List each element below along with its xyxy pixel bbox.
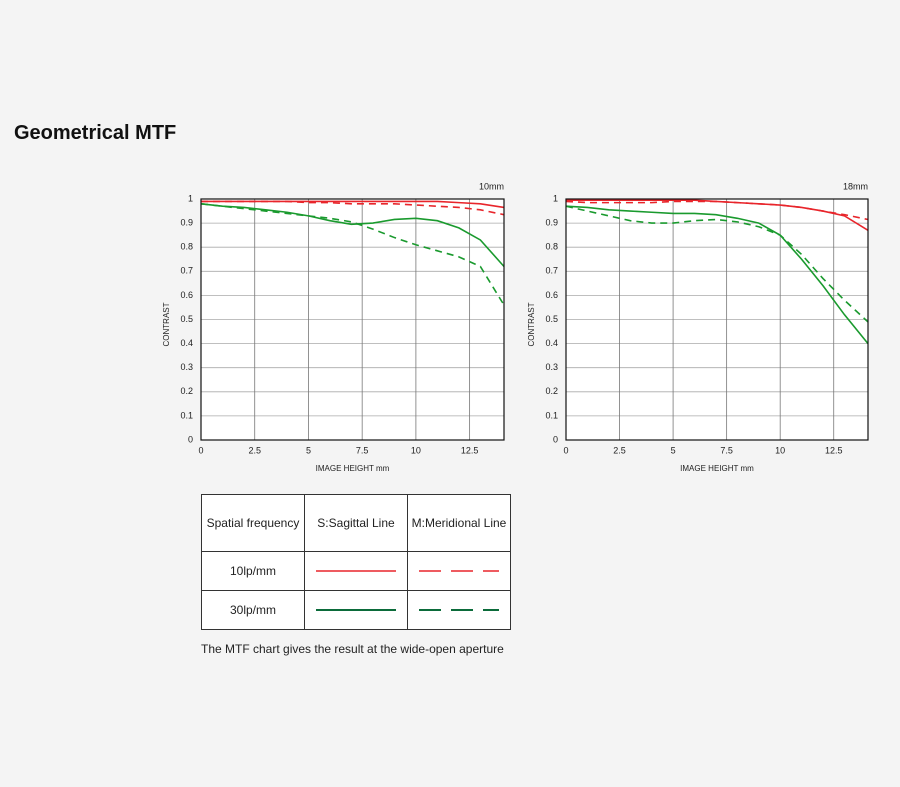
line-sample xyxy=(407,551,511,591)
header-cell: S:Sagittal Line xyxy=(304,494,408,552)
page-title: Geometrical MTF xyxy=(14,122,177,144)
x-tick-label: 5 xyxy=(671,445,676,455)
header-cell: Spatial frequency xyxy=(201,494,305,552)
y-tick-label: 0 xyxy=(188,434,193,444)
y-tick-label: 0.6 xyxy=(545,290,558,300)
y-tick-label: 0.9 xyxy=(180,217,193,227)
y-tick-label: 0 xyxy=(553,434,558,444)
y-tick-label: 0.5 xyxy=(180,314,193,324)
series-line xyxy=(200,203,505,306)
y-tick-label: 0.3 xyxy=(180,362,193,372)
x-tick-label: 0 xyxy=(198,445,203,455)
y-axis-label: CONTRAST xyxy=(162,302,171,346)
y-tick-label: 1 xyxy=(553,193,558,203)
y-tick-label: 0.2 xyxy=(545,386,558,396)
series-line xyxy=(200,203,505,268)
row-label: 30lp/mm xyxy=(201,590,305,630)
y-tick-label: 0.1 xyxy=(180,410,193,420)
x-tick-label: 10 xyxy=(775,445,785,455)
legend-table: Spatial frequency S:Sagittal Line M:Meri… xyxy=(201,494,511,630)
y-tick-label: 0.4 xyxy=(545,338,558,348)
x-tick-label: 10 xyxy=(411,445,421,455)
y-tick-label: 0.7 xyxy=(545,266,558,276)
x-tick-label: 2.5 xyxy=(248,445,261,455)
y-tick-label: 0.1 xyxy=(545,410,558,420)
x-axis-label: IMAGE HEIGHT mm xyxy=(680,464,754,473)
y-tick-label: 0.3 xyxy=(545,362,558,372)
y-tick-label: 0.7 xyxy=(180,266,193,276)
x-tick-label: 2.5 xyxy=(613,445,626,455)
x-tick-label: 0 xyxy=(563,445,568,455)
y-tick-label: 0.5 xyxy=(545,314,558,324)
series-line xyxy=(565,205,869,323)
x-tick-label: 5 xyxy=(306,445,311,455)
y-tick-label: 0.8 xyxy=(180,242,193,252)
x-axis-label: IMAGE HEIGHT mm xyxy=(316,464,390,473)
x-tick-label: 12.5 xyxy=(461,445,479,455)
line-sample xyxy=(304,590,408,630)
y-axis-label: CONTRAST xyxy=(527,302,536,346)
series-line xyxy=(565,205,869,345)
y-tick-label: 1 xyxy=(188,193,193,203)
y-tick-label: 0.9 xyxy=(545,217,558,227)
y-tick-label: 0.4 xyxy=(180,338,193,348)
line-sample xyxy=(304,551,408,591)
x-tick-label: 7.5 xyxy=(720,445,733,455)
x-tick-label: 12.5 xyxy=(825,445,843,455)
row-label: 10lp/mm xyxy=(201,551,305,591)
y-tick-label: 0.8 xyxy=(545,242,558,252)
plot-frame xyxy=(565,198,869,441)
series-line xyxy=(201,200,505,216)
chart-title: 18mm xyxy=(843,181,868,191)
line-sample xyxy=(407,590,511,630)
x-tick-label: 7.5 xyxy=(356,445,369,455)
header-cell: M:Meridional Line xyxy=(407,494,511,552)
chart-title: 10mm xyxy=(479,181,504,191)
y-tick-label: 0.2 xyxy=(180,386,193,396)
series-line xyxy=(565,200,869,221)
y-tick-label: 0.6 xyxy=(180,290,193,300)
caption: The MTF chart gives the result at the wi… xyxy=(201,642,504,656)
plot-frame xyxy=(200,198,505,441)
